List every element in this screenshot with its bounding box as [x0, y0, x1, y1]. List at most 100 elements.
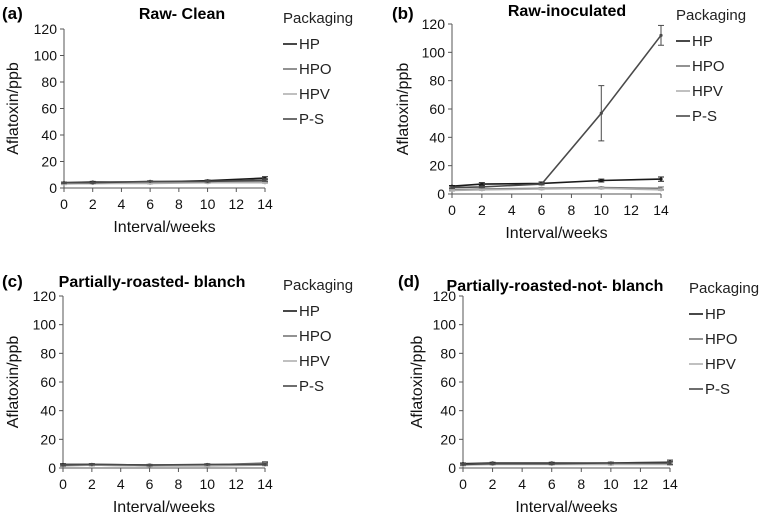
y-tick-label: 60	[41, 101, 57, 117]
y-tick-label: 60	[440, 374, 456, 390]
legend-label: P-S	[299, 111, 324, 128]
data-point	[539, 187, 544, 191]
x-tick-label: 4	[518, 476, 526, 492]
series-ps	[460, 461, 673, 467]
data-point	[62, 181, 66, 185]
data-point	[668, 461, 672, 465]
panel-label: (c)	[2, 272, 23, 291]
x-tick-label: 10	[593, 202, 609, 218]
x-tick-label: 10	[200, 196, 216, 212]
y-tick-label: 60	[40, 374, 56, 390]
data-point	[490, 462, 495, 466]
x-tick-label: 4	[118, 196, 126, 212]
y-tick-label: 120	[422, 16, 446, 32]
legend-title: Packaging	[689, 280, 759, 297]
y-tick-label: 40	[429, 129, 445, 145]
y-tick-label: 20	[40, 431, 56, 447]
y-axis-title: Aflatoxin/ppb	[5, 62, 22, 155]
panel-label: (a)	[2, 4, 23, 23]
x-tick-label: 0	[459, 476, 467, 492]
series-line	[451, 34, 662, 189]
legend-label: HPV	[692, 83, 723, 100]
x-tick-label: 10	[603, 476, 619, 492]
legend-label: HP	[705, 306, 726, 323]
series-hpv	[449, 186, 664, 193]
data-point	[599, 178, 603, 183]
legend-title: Packaging	[676, 7, 746, 24]
data-point	[91, 181, 95, 185]
x-tick-label: 4	[117, 476, 125, 492]
data-point	[461, 462, 465, 467]
data-point	[480, 185, 484, 189]
data-point	[450, 186, 454, 190]
x-tick-label: 0	[59, 476, 67, 492]
legend-label: HP	[299, 36, 320, 53]
x-axis-title: Interval/weeks	[113, 499, 215, 516]
x-tick-label: 12	[228, 196, 244, 212]
data-point	[205, 179, 210, 183]
y-tick-label: 100	[33, 317, 57, 333]
x-tick-label: 0	[448, 202, 456, 218]
y-tick-label: 100	[34, 48, 58, 64]
x-axis-title: Interval/weeks	[505, 225, 607, 242]
legend-label: P-S	[299, 378, 324, 395]
data-point	[263, 462, 267, 467]
x-tick-label: 2	[489, 476, 497, 492]
data-point	[659, 177, 663, 181]
legend-title: Packaging	[283, 10, 353, 27]
legend-label: HP	[299, 303, 320, 320]
x-tick-label: 14	[257, 476, 273, 492]
x-tick-label: 0	[60, 196, 68, 212]
y-tick-label: 80	[40, 345, 56, 361]
data-point	[148, 179, 152, 183]
y-axis-title: Aflatoxin/ppb	[395, 63, 412, 156]
series-ps	[61, 178, 268, 185]
legend-label: P-S	[705, 381, 730, 398]
legend-label: HPO	[299, 61, 332, 78]
legend-label: HPO	[692, 58, 725, 75]
y-tick-label: 20	[429, 158, 445, 174]
data-point	[609, 461, 613, 465]
data-point	[599, 111, 603, 115]
legend-label: HPV	[299, 86, 330, 103]
chart-panel-3: (c) Partially-roasted- blanch 0 20 40 60 80 100…	[2, 272, 353, 516]
data-point	[147, 463, 152, 467]
x-tick-label: 10	[199, 476, 215, 492]
y-tick-label: 40	[41, 127, 57, 143]
x-tick-label: 2	[89, 196, 97, 212]
chart-title: Partially-roasted-not- blanch	[447, 278, 664, 295]
legend-label: HP	[692, 33, 713, 50]
x-tick-label: 8	[568, 202, 576, 218]
y-tick-label: 40	[440, 403, 456, 419]
data-point	[480, 182, 484, 186]
panel-label: (b)	[392, 4, 414, 23]
data-point	[263, 181, 267, 185]
data-point	[205, 462, 209, 467]
y-tick-label: 100	[422, 44, 446, 60]
x-tick-label: 14	[257, 196, 273, 212]
y-tick-label: 20	[440, 431, 456, 447]
legend-label: HPO	[299, 328, 332, 345]
y-tick-label: 0	[437, 186, 445, 202]
data-point	[263, 178, 267, 182]
y-tick-label: 120	[33, 288, 57, 304]
y-tick-label: 0	[49, 180, 57, 196]
y-tick-label: 60	[429, 101, 445, 117]
chart-title: Partially-roasted- blanch	[59, 274, 246, 291]
chart-title: Raw-inoculated	[508, 3, 626, 20]
y-tick-label: 120	[34, 21, 58, 37]
x-tick-label: 6	[548, 476, 556, 492]
data-point	[539, 182, 544, 186]
y-axis-title: Aflatoxin/ppb	[5, 336, 22, 429]
x-tick-label: 6	[146, 476, 154, 492]
y-tick-label: 120	[433, 288, 457, 304]
x-tick-label: 8	[577, 476, 585, 492]
legend-label: HPV	[705, 356, 736, 373]
y-tick-label: 80	[440, 345, 456, 361]
x-tick-label: 14	[653, 202, 669, 218]
data-point	[659, 33, 663, 37]
legend-title: Packaging	[283, 277, 353, 294]
y-tick-label: 40	[40, 403, 56, 419]
chart-panel-1: (a) Raw- Clean 0 20 40 60 80 100 120 0 2 4 6 8 10 12 14 I…	[2, 4, 353, 236]
